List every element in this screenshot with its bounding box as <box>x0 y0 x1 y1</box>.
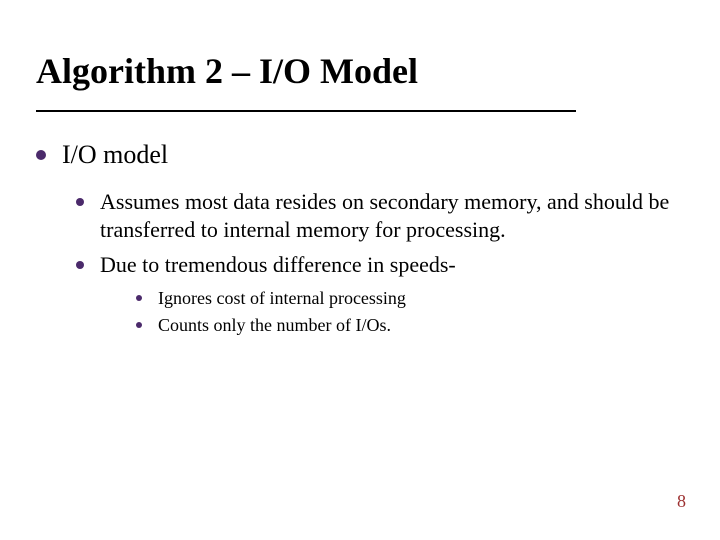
list-item: Assumes most data resides on secondary m… <box>76 188 684 243</box>
list-item: I/O model <box>36 140 684 170</box>
bullet-icon <box>76 198 84 206</box>
bullet-icon <box>136 295 142 301</box>
list-item-text: Counts only the number of I/Os. <box>158 314 684 337</box>
list-item: Due to tremendous difference in speeds- <box>76 251 684 279</box>
bullet-icon <box>76 261 84 269</box>
list-item-text: Assumes most data resides on secondary m… <box>100 188 684 243</box>
list-item: Counts only the number of I/Os. <box>136 314 684 337</box>
slide-body: I/O model Assumes most data resides on s… <box>36 140 684 341</box>
list-item-text: Ignores cost of internal processing <box>158 287 684 310</box>
list-item-text: Due to tremendous difference in speeds- <box>100 251 684 279</box>
slide-title: Algorithm 2 – I/O Model <box>36 50 418 92</box>
list-item-text: I/O model <box>62 140 684 170</box>
page-number: 8 <box>677 491 686 512</box>
slide: Algorithm 2 – I/O Model I/O model Assume… <box>0 0 720 540</box>
list-item: Ignores cost of internal processing <box>136 287 684 310</box>
bullet-icon <box>136 322 142 328</box>
bullet-icon <box>36 150 46 160</box>
title-underline <box>36 110 576 112</box>
